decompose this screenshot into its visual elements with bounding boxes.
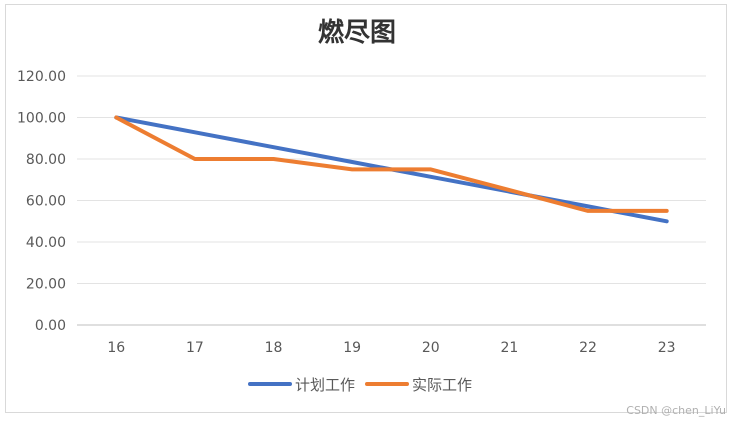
y-axis-ticks: 0.00 20.00 40.00 60.00 80.00 100.00 120.00 bbox=[17, 69, 66, 334]
legend: 计划工作 实际工作 bbox=[248, 376, 472, 394]
x-tick-label: 23 bbox=[658, 340, 676, 356]
x-tick-label: 22 bbox=[579, 340, 597, 356]
y-tick-label: 100.00 bbox=[17, 111, 66, 127]
x-tick-label: 21 bbox=[501, 340, 519, 356]
legend-label-2: 实际工作 bbox=[412, 376, 472, 394]
watermark: CSDN @chen_LiYu bbox=[626, 404, 726, 417]
x-tick-label: 20 bbox=[422, 340, 440, 356]
y-tick-label: 0.00 bbox=[35, 318, 66, 334]
x-axis-ticks: 16 17 18 19 20 21 22 23 bbox=[107, 340, 675, 356]
x-tick-label: 17 bbox=[186, 340, 204, 356]
series-layer bbox=[114, 115, 669, 224]
grid-layer bbox=[77, 75, 706, 326]
series-line-2 bbox=[114, 115, 669, 213]
x-tick-label: 16 bbox=[107, 340, 125, 356]
x-tick-label: 18 bbox=[265, 340, 283, 356]
y-tick-label: 80.00 bbox=[26, 152, 66, 168]
y-tick-label: 20.00 bbox=[26, 277, 66, 293]
y-tick-label: 120.00 bbox=[17, 69, 66, 85]
legend-label-1: 计划工作 bbox=[295, 376, 355, 394]
chart-title: 燃尽图 bbox=[318, 18, 396, 48]
x-tick-label: 19 bbox=[343, 340, 361, 356]
y-tick-label: 60.00 bbox=[26, 194, 66, 210]
y-tick-label: 40.00 bbox=[26, 235, 66, 251]
